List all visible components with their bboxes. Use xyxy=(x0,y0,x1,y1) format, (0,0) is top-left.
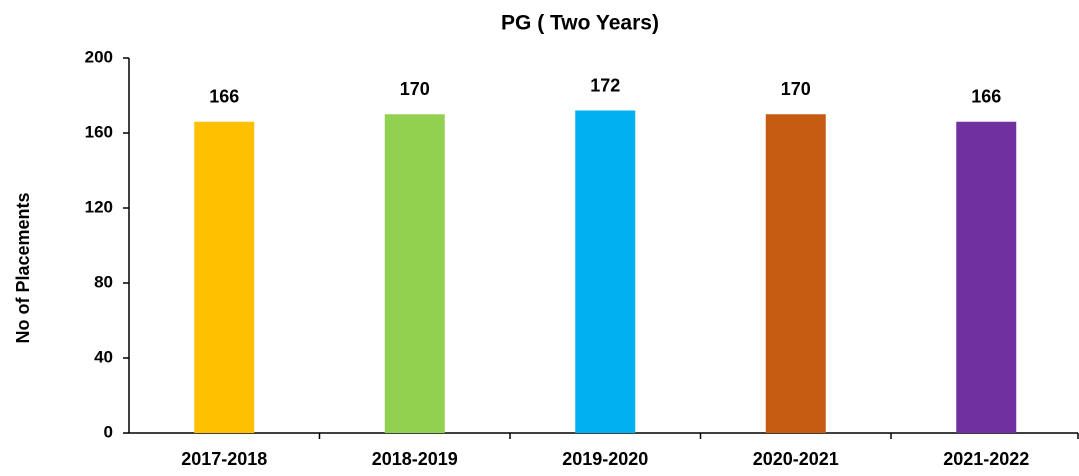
data-label: 172 xyxy=(590,75,620,95)
x-tick-label: 2018-2019 xyxy=(372,449,458,469)
x-tick-label: 2021-2022 xyxy=(943,449,1029,469)
data-label: 166 xyxy=(209,87,239,107)
y-tick-label: 200 xyxy=(85,47,113,66)
y-tick-label: 120 xyxy=(85,197,113,216)
y-tick-label: 40 xyxy=(94,347,113,366)
data-label: 170 xyxy=(781,79,811,99)
y-axis-label: No of Placements xyxy=(13,192,33,343)
y-tick-label: 160 xyxy=(85,122,113,141)
y-tick-label: 0 xyxy=(104,422,113,441)
bar xyxy=(956,121,1017,433)
data-label: 166 xyxy=(971,87,1001,107)
bar xyxy=(765,114,826,433)
bar xyxy=(575,110,636,433)
bar xyxy=(194,121,255,433)
chart-title: PG ( Two Years) xyxy=(501,12,659,35)
x-tick-label: 2020-2021 xyxy=(753,449,839,469)
x-tick-label: 2019-2020 xyxy=(562,449,648,469)
y-tick-label: 80 xyxy=(94,272,113,291)
x-tick-label: 2017-2018 xyxy=(181,449,267,469)
bar xyxy=(384,114,445,433)
data-label: 170 xyxy=(400,79,430,99)
